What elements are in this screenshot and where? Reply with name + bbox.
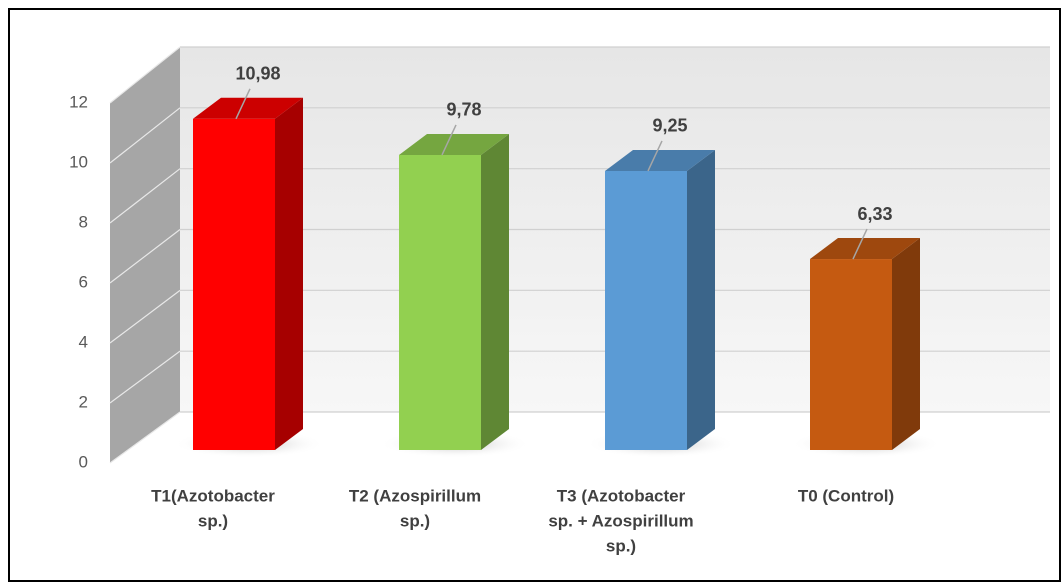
y-tick-label: 0 — [79, 452, 88, 471]
bar-side — [275, 97, 303, 451]
bar — [399, 154, 481, 450]
bar-side — [481, 133, 509, 450]
y-tick-label: 6 — [79, 272, 88, 291]
bar — [810, 259, 892, 450]
leader-line — [235, 88, 251, 120]
x-tick-label: sp.) — [400, 511, 430, 530]
bar-top — [810, 238, 920, 260]
x-tick-label: sp. + Azospirillum — [548, 511, 693, 530]
bar-top — [605, 149, 715, 171]
bar — [605, 170, 687, 451]
side-grid-line — [109, 107, 181, 164]
value-label: 10,98 — [235, 64, 280, 84]
y-tick-label: 8 — [79, 212, 88, 231]
leader-line — [441, 124, 457, 156]
leader-line — [852, 228, 868, 260]
bar-top — [399, 133, 509, 155]
side-wall — [110, 47, 180, 463]
bar-top — [193, 97, 303, 119]
side-grid-line — [109, 289, 181, 344]
y-tick-label: 10 — [69, 152, 88, 171]
value-label: 6,33 — [857, 204, 892, 224]
bar — [193, 118, 275, 451]
y-tick-label: 4 — [79, 332, 88, 351]
side-grid-line — [109, 350, 181, 404]
x-tick-label: T1(Azotobacter — [151, 486, 275, 505]
x-tick-label: T0 (Control) — [798, 486, 894, 505]
y-tick-label: 2 — [79, 392, 88, 411]
x-tick-label: sp.) — [198, 511, 228, 530]
value-label: 9,78 — [446, 100, 481, 120]
bar-side — [687, 149, 715, 451]
x-tick-label: T3 (Azotobacter — [557, 486, 686, 505]
side-grid-line — [109, 411, 181, 464]
side-grid-line — [109, 229, 181, 284]
value-label: 9,25 — [652, 116, 687, 136]
x-tick-label: T2 (Azospirillum — [349, 486, 481, 505]
bar-side — [892, 238, 920, 450]
side-grid-line — [109, 168, 181, 224]
leader-line — [647, 140, 663, 172]
x-tick-label: sp.) — [606, 536, 636, 555]
y-tick-label: 12 — [69, 92, 88, 111]
side-grid-line — [109, 46, 181, 104]
